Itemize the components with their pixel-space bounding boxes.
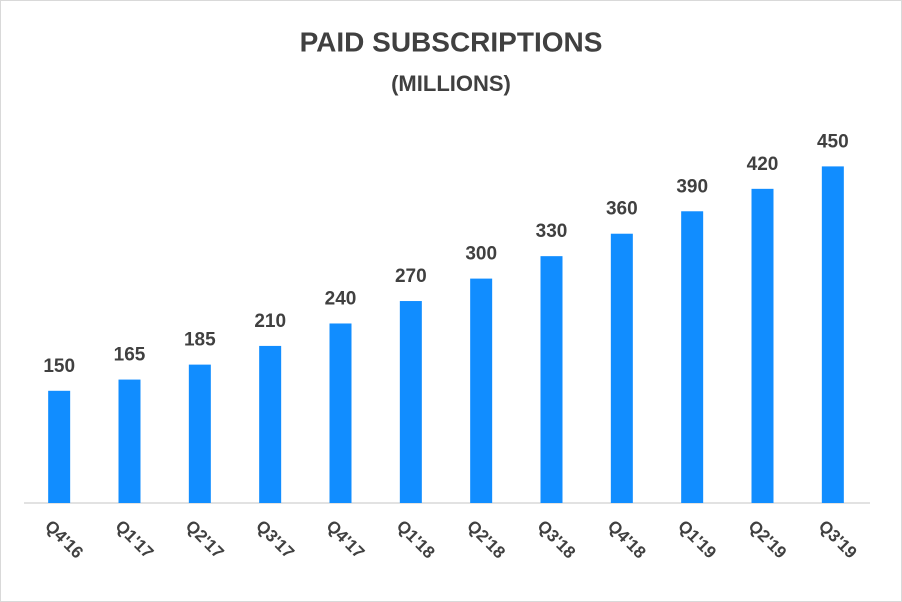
bar (470, 278, 493, 503)
value-label: 300 (465, 244, 497, 265)
bar (540, 256, 563, 503)
bar (259, 345, 282, 503)
bar (681, 211, 704, 503)
bar (399, 301, 422, 503)
value-label: 150 (43, 356, 75, 377)
bar (821, 166, 844, 503)
chart-title: PAID SUBSCRIPTIONS (300, 26, 603, 57)
value-label: 240 (325, 288, 357, 309)
value-label: 420 (747, 154, 779, 175)
value-label: 330 (536, 221, 568, 242)
value-label: 185 (184, 330, 216, 351)
bar (188, 364, 211, 503)
bar (610, 233, 633, 503)
value-label: 450 (817, 131, 849, 152)
bar (329, 323, 352, 503)
value-label: 390 (676, 176, 708, 197)
bar (48, 390, 71, 503)
chart-subtitle: (MILLIONS) (391, 71, 511, 96)
value-label: 165 (114, 345, 146, 366)
value-label: 270 (395, 266, 427, 287)
value-label: 360 (606, 199, 638, 220)
value-label: 210 (254, 311, 286, 332)
bar (118, 379, 141, 503)
bar (751, 188, 774, 503)
